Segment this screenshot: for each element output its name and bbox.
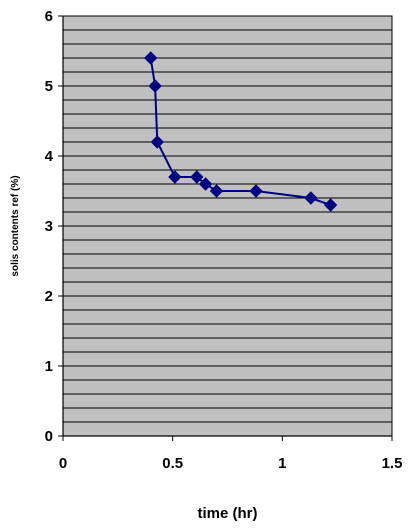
data-point [150, 135, 165, 149]
y-tick-label: 6 [45, 8, 53, 25]
y-tick-label: 3 [45, 218, 53, 235]
data-point [249, 184, 263, 198]
gridlines [63, 29, 392, 423]
data-point [190, 170, 204, 184]
x-tick-label: 0 [59, 455, 67, 472]
y-tick-label: 4 [45, 148, 54, 165]
series-layer [144, 51, 338, 212]
y-axis-title: solis contents ref (%) [10, 175, 21, 276]
axes [58, 15, 393, 441]
x-axis-title: time (hr) [198, 505, 258, 522]
x-tick-label: 1.5 [382, 455, 403, 472]
y-tick-label: 0 [45, 428, 53, 445]
data-point [323, 198, 338, 212]
series-line [149, 57, 331, 206]
tick-labels: 0 1 2 3 4 5 6 0 0.5 1 1.5 [45, 8, 403, 472]
data-point [304, 191, 318, 205]
data-point [198, 177, 213, 191]
y-tick-label: 1 [45, 358, 53, 375]
y-tick-label: 5 [45, 78, 53, 95]
data-point [144, 51, 158, 65]
x-tick-label: 0.5 [162, 455, 183, 472]
x-tick-label: 1 [278, 455, 286, 472]
data-point [209, 184, 224, 198]
data-point [148, 79, 162, 93]
data-point [168, 170, 182, 184]
y-tick-label: 2 [45, 288, 53, 305]
